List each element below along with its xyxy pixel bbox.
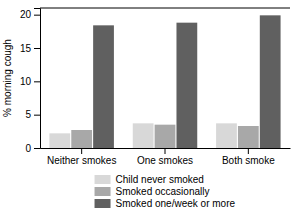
tick: Both smoke bbox=[222, 148, 275, 166]
bar-series bbox=[93, 15, 280, 148]
chart-container: 0 5 10 15 20 Neither smokes One smokes Both smo… bbox=[0, 0, 300, 218]
tick: 15 bbox=[20, 43, 40, 54]
tick: One smokes bbox=[137, 148, 193, 166]
bar-series bbox=[49, 123, 236, 148]
tick-mark bbox=[34, 148, 40, 149]
axis-line bbox=[34, 9, 41, 149]
tick: 0 bbox=[25, 143, 40, 154]
tick: 10 bbox=[20, 76, 40, 87]
legend: Child never smokedSmoked occasionallySmo… bbox=[95, 174, 236, 209]
chart: 0 5 10 15 20 Neither smokes One smokes Both smo… bbox=[0, 0, 300, 218]
tick-mark bbox=[81, 148, 82, 154]
y-axis: 0 5 10 15 20 bbox=[20, 9, 41, 154]
bar bbox=[155, 125, 176, 148]
tick-mark bbox=[34, 15, 40, 16]
bar bbox=[49, 133, 70, 148]
legend-swatch bbox=[95, 175, 111, 184]
plot-frame bbox=[40, 8, 290, 9]
tick-mark bbox=[165, 148, 166, 154]
x-axis: Neither smokes One smokes Both smoke bbox=[41, 148, 291, 166]
bar bbox=[93, 25, 114, 148]
plot: 0 5 10 15 20 Neither smokes One smokes Both smo… bbox=[20, 8, 291, 166]
legend-label: Child never smoked bbox=[116, 174, 204, 185]
bar bbox=[260, 15, 281, 148]
tick-label: One smokes bbox=[137, 155, 193, 166]
legend-swatch bbox=[95, 199, 111, 208]
tick: 5 bbox=[25, 109, 40, 120]
tick-label: 5 bbox=[25, 109, 31, 120]
bar bbox=[216, 123, 237, 148]
y-axis-title: % morning cough bbox=[2, 39, 13, 117]
tick-mark bbox=[34, 81, 40, 82]
tick-label: 15 bbox=[20, 43, 32, 54]
legend-item: Smoked one/week or more bbox=[95, 198, 236, 209]
tick-label: 0 bbox=[25, 143, 31, 154]
tick-mark bbox=[34, 48, 40, 49]
legend-item: Child never smoked bbox=[95, 174, 204, 185]
bar bbox=[176, 23, 197, 148]
legend-label: Smoked occasionally bbox=[116, 186, 210, 197]
tick-label: Both smoke bbox=[222, 155, 275, 166]
tick-label: 20 bbox=[20, 9, 32, 20]
bars bbox=[49, 15, 280, 148]
tick: 20 bbox=[20, 9, 40, 20]
legend-item: Smoked occasionally bbox=[95, 186, 210, 197]
tick-mark bbox=[34, 115, 40, 116]
legend-label: Smoked one/week or more bbox=[116, 198, 236, 209]
tick-label: Neither smokes bbox=[47, 155, 116, 166]
tick-mark bbox=[248, 148, 249, 154]
tick-label: 10 bbox=[20, 76, 32, 87]
bar bbox=[238, 126, 259, 148]
legend-swatch bbox=[95, 187, 111, 196]
tick: Neither smokes bbox=[47, 148, 116, 166]
bar bbox=[71, 130, 92, 148]
bar bbox=[133, 123, 154, 148]
